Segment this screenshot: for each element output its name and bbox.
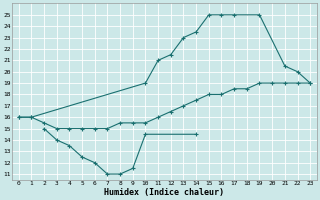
X-axis label: Humidex (Indice chaleur): Humidex (Indice chaleur) [104, 188, 224, 197]
